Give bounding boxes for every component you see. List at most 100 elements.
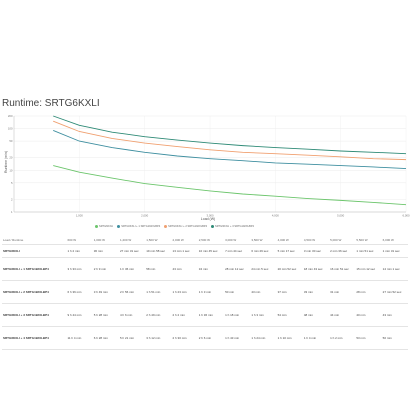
runtime-cell: 54 min [276, 303, 303, 327]
table-row: SRTG6KXLI + 1 SRTG192XLBP4 3 h 33 min 2 h … [2, 257, 408, 281]
runtime-cell: 1 h 23 min [171, 280, 198, 304]
runtime-cell: 6 min 29 sec [250, 244, 277, 258]
runtime-cell: 2 min 36 sec [329, 244, 356, 258]
runtime-cell: 14 min 1 sec [381, 257, 408, 281]
runtime-cell: 1 h 51 min [145, 280, 172, 304]
column-header: 4,000 W [276, 236, 303, 245]
runtime-cell: 27 min 31 sec [119, 244, 146, 258]
runtime-cell: 58 min [145, 257, 172, 281]
runtime-cell: 2 h 49 min [145, 303, 172, 327]
legend-swatch [117, 225, 121, 228]
runtime-cell: 1 h 2 min [329, 326, 356, 350]
runtime-cell: 44 min [329, 303, 356, 327]
runtime-cell: 1 h 18 min [224, 303, 251, 327]
y-tick-label: 20 [9, 156, 13, 160]
series-line-4 [53, 115, 407, 155]
runtime-cell: 20 min 52 sec [276, 257, 303, 281]
column-header: 1,200 W [119, 236, 146, 245]
x-tick-label: 1,000 [76, 214, 83, 218]
runtime-cell: 1 h 3 min [250, 303, 277, 327]
chart-title: Runtime: SRTG6KXLI [2, 98, 100, 109]
runtime-cell: 27 min 52 sec [381, 280, 408, 304]
runtime-cell: 1 h 43 min [224, 326, 251, 350]
y-axis-label: Runtime (min) [4, 151, 8, 173]
chart-axes: 200 100 50 20 10 5 2 1 1,000 2,000 3,000 4,000 5,000… [8, 114, 410, 218]
x-tick-label: 2,000 [141, 214, 148, 218]
column-header: 3,000 W [224, 236, 251, 245]
legend-swatch [95, 225, 98, 228]
y-tick-label: 10 [9, 168, 13, 172]
column-header: 1,500 W [145, 236, 172, 245]
table-body: SRTG6KXLI 1 h 2 min 36 min 27 min 31 sec 19 … [2, 244, 408, 350]
legend-label: SRTG6KXLI + 1 SRTG192XLBP4 [121, 225, 161, 228]
runtime-cell: 1 h 10 min [276, 326, 303, 350]
runtime-cell: 13 min 1 sec [171, 244, 198, 258]
runtime-cell: 5 h 21 min [119, 326, 146, 350]
y-tick-label: 5 [11, 181, 13, 185]
runtime-cell: 24 min 5 sec [250, 257, 277, 281]
column-header: 1,000 W [92, 236, 119, 245]
table-row: SRTG6KXLI 1 h 2 min 36 min 27 min 31 sec 19 … [2, 244, 408, 258]
y-tick-label: 50 [9, 139, 13, 143]
table-row: SRTG6KXLI + 3 SRTG192XLBP4 9 h 44 min 5 h … [2, 303, 408, 327]
chart-grid [14, 115, 407, 213]
legend-swatch [164, 225, 168, 228]
runtime-cell: 43 min [171, 257, 198, 281]
column-header: Load / Runtime [2, 236, 67, 245]
runtime-cell: 11 h 4 min [66, 326, 93, 350]
column-header: 600 W [66, 236, 93, 245]
model-cell: SRTG6KXLI + 3 SRTG192XLBP4 [2, 303, 67, 327]
runtime-cell: 10 min 45 sec [197, 244, 225, 258]
column-header: 3,500 W [250, 236, 277, 245]
legend-item-2[interactable]: SRTG6KXLI + 1 SRTG192XLBP4 [117, 225, 160, 228]
column-header: 5,500 W [355, 236, 382, 245]
legend-item-3[interactable]: SRTG6KXLI + 2 SRTG192XLBP4 [164, 225, 207, 228]
runtime-cell: 50 min [224, 280, 251, 304]
runtime-cell: 40 min [355, 303, 382, 327]
runtime-cell: 1 h 3 min [197, 280, 225, 304]
model-cell: SRTG6KXLI + 2 SRTG192XLBP4 [2, 280, 67, 304]
runtime-cell: 43 min [381, 303, 408, 327]
column-header: 4,500 W [302, 236, 330, 245]
y-tick-label: 2 [11, 197, 13, 201]
column-header: 6,000 W [381, 236, 408, 245]
series-line-2 [53, 130, 407, 169]
runtime-cell: 37 min [276, 280, 303, 304]
runtime-cell: 9 h 44 min [66, 303, 93, 327]
model-cell: SRTG6KXLI [2, 244, 67, 258]
runtime-cell: 18 min 43 sec [302, 257, 330, 281]
runtime-cell: 4 h 6 min [119, 303, 146, 327]
x-tick-label: 6,000 [403, 214, 410, 218]
runtime-cell: 16 min 51 sec [329, 257, 356, 281]
legend-label: SRTG6KXLI + 2 SRTG192XLBP4 [168, 225, 208, 228]
x-tick-label: 4,000 [272, 214, 279, 218]
runtime-cell: 2 h 9 min [92, 257, 119, 281]
runtime-cell: 36 min [92, 244, 119, 258]
runtime-table: Load / Runtime 600 W 1,000 W 1,200 W 1,500 W… [2, 236, 408, 350]
column-header: 2,000 W [171, 236, 198, 245]
runtime-cell: 2 h 56 min [119, 280, 146, 304]
runtime-cell: 1 h 36 min [197, 303, 225, 327]
runtime-cell: 6 h 36 min [66, 280, 93, 304]
runtime-cell: 2 h 2 min [171, 303, 198, 327]
runtime-chart: 200 100 50 20 10 5 2 1 1,000 2,000 3,000 4,000 5,000… [4, 114, 410, 221]
runtime-cell: 28 min 12 sec [224, 257, 251, 281]
runtime-cell: 3 h 33 min [66, 257, 93, 281]
runtime-cell: 53 min [355, 326, 382, 350]
x-tick-label: 5,000 [337, 214, 344, 218]
y-tick-label: 1 [11, 210, 13, 214]
runtime-cell: 33 min [302, 280, 330, 304]
runtime-cell: 15 min 12 sec [355, 257, 382, 281]
runtime-cell: 34 min [197, 257, 225, 281]
model-cell: SRTG6KXLI + 1 SRTG192XLBP4 [2, 257, 67, 281]
runtime-cell: 48 min [302, 303, 330, 327]
runtime-cell: 3 h 12 min [145, 326, 172, 350]
legend-item-1[interactable]: SRTG6KXLI [95, 225, 113, 228]
runtime-cell: 5 min 17 sec [276, 244, 303, 258]
table-header-row: Load / Runtime 600 W 1,000 W 1,200 W 1,500 W… [2, 236, 408, 245]
x-axis-label: Load (W) [201, 217, 215, 221]
runtime-cell: 1 min 51 sec [355, 244, 382, 258]
legend-item-4[interactable]: SRTG6KXLI + 3 SRTG192XLBP4 [211, 225, 254, 228]
runtime-cell: 1 h 4 min [302, 326, 330, 350]
chart-legend: SRTG6KXLI SRTG6KXLI + 1 SRTG192XLBP4 SRTG6… [95, 225, 395, 228]
